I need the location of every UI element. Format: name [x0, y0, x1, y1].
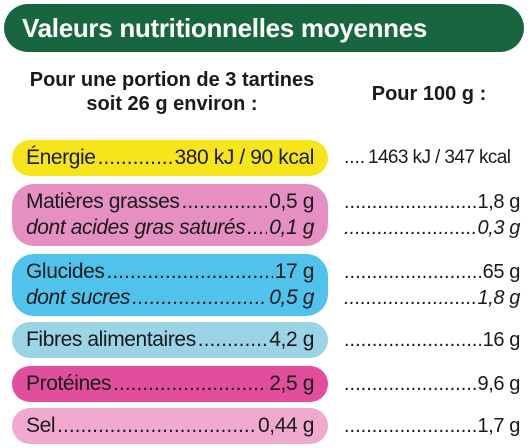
- fibres-pill: Fibres alimentaires 4,2 g: [12, 322, 328, 358]
- sel-portion-value: 0,44 g: [258, 414, 314, 437]
- dot-leader: [198, 327, 267, 353]
- dot-leader: [344, 259, 481, 285]
- fibres-per100: 16 g: [344, 322, 521, 358]
- sucres-portion-value: 0,5 g: [269, 286, 314, 309]
- proteines-row: Protéines 2,5 g: [26, 371, 314, 397]
- matieres-grasses-portion-value: 0,5 g: [269, 190, 314, 213]
- sel-per100-value: 1,7 g: [477, 415, 521, 437]
- portion-column-header: Pour une portion de 3 tartines soit 26 g…: [14, 68, 330, 116]
- acides-gras-label: dont acides gras saturés: [26, 216, 246, 239]
- glucides-pill: Glucides 17 g dont sucres 0,5 g: [12, 254, 328, 316]
- portion-header-line1: Pour une portion de 3 tartines: [29, 69, 315, 91]
- sel-label: Sel: [26, 414, 56, 437]
- dot-leader: [57, 413, 256, 439]
- glucides-per100-value: 65 g: [482, 261, 521, 283]
- sel-row: Sel 0,44 g: [26, 413, 314, 439]
- fibres-label: Fibres alimentaires: [26, 328, 196, 351]
- energie-per100-value: 1463 kJ / 347 kcal: [368, 147, 511, 168]
- dot-leader: [107, 259, 273, 285]
- matieres-grasses-per100-value: 1,8 g: [477, 191, 521, 213]
- dot-leader: [247, 215, 267, 241]
- dot-leader: [344, 215, 476, 241]
- dot-leader: [182, 189, 268, 215]
- energie-portion-value: 380 kJ / 90 kcal: [174, 146, 314, 169]
- sucres-label: dont sucres: [26, 286, 131, 309]
- sel-pill: Sel 0,44 g: [12, 408, 328, 444]
- matieres-grasses-per100: 1,8 g 0,3 g: [344, 184, 521, 246]
- proteines-portion-value: 2,5 g: [269, 372, 314, 395]
- energie-pill: Énergie 380 kJ / 90 kcal: [12, 140, 328, 176]
- dot-leader: [344, 285, 476, 311]
- sucres-per100-value: 1,8 g: [477, 287, 521, 309]
- sel-per100: 1,7 g: [344, 408, 521, 444]
- table-title: Valeurs nutritionnelles moyennes: [22, 12, 428, 43]
- dot-leader: [344, 189, 476, 215]
- fibres-row: Fibres alimentaires 4,2 g: [26, 327, 314, 353]
- matieres-grasses-row: Matières grasses 0,5 g: [26, 189, 314, 215]
- dot-leader: [98, 145, 173, 171]
- glucides-label: Glucides: [26, 260, 105, 283]
- energie-per100: 1463 kJ / 347 kcal: [344, 140, 520, 176]
- sucres-row: dont sucres 0,5 g: [26, 285, 314, 311]
- proteines-pill: Protéines 2,5 g: [12, 366, 328, 402]
- per100-column-header: Pour 100 g :: [371, 83, 487, 105]
- title-banner: Valeurs nutritionnelles moyennes: [4, 4, 524, 52]
- fibres-per100-value: 16 g: [482, 329, 521, 351]
- glucides-portion-value: 17 g: [274, 260, 315, 283]
- proteines-per100-value: 9,6 g: [477, 373, 521, 395]
- matieres-grasses-label: Matières grasses: [26, 190, 180, 213]
- glucides-row: Glucides 17 g: [26, 259, 314, 285]
- portion-header-line2: soit 26 g environ :: [86, 93, 258, 115]
- matieres-grasses-pill: Matières grasses 0,5 g dont acides gras …: [12, 184, 328, 246]
- dot-leader: [344, 371, 476, 397]
- energie-row: Énergie 380 kJ / 90 kcal: [26, 145, 314, 171]
- acides-gras-row: dont acides gras saturés 0,1 g: [26, 215, 314, 241]
- acides-gras-per100-value: 0,3 g: [477, 217, 521, 239]
- acides-gras-portion-value: 0,1 g: [269, 216, 314, 239]
- dot-leader: [344, 145, 366, 171]
- dot-leader: [344, 327, 481, 353]
- proteines-per100: 9,6 g: [344, 366, 521, 402]
- proteines-label: Protéines: [26, 372, 112, 395]
- glucides-per100: 65 g 1,8 g: [344, 254, 521, 316]
- dot-leader: [132, 285, 267, 311]
- dot-leader: [113, 371, 267, 397]
- energie-label: Énergie: [26, 146, 96, 169]
- dot-leader: [344, 413, 476, 439]
- fibres-portion-value: 4,2 g: [269, 328, 314, 351]
